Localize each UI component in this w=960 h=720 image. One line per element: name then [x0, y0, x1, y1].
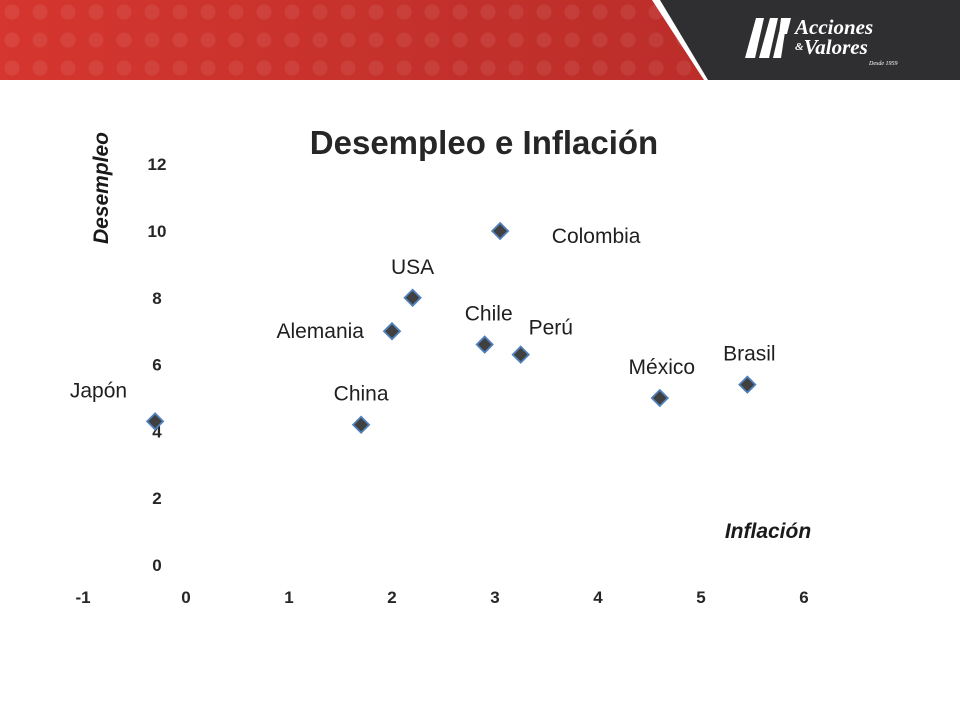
data-point-label: Chile [465, 303, 513, 326]
y-tick-label: 10 [148, 222, 167, 241]
data-point-label: Japón [70, 379, 127, 402]
data-point-label: USA [391, 256, 434, 279]
banner-pattern [0, 0, 720, 80]
data-point-marker [382, 321, 402, 341]
y-tick-label: 8 [152, 289, 161, 308]
chart-title: Desempleo e Inflación [310, 124, 658, 161]
data-point-label: México [629, 356, 696, 379]
y-tick-label: 6 [152, 356, 161, 375]
data-point-marker [475, 335, 494, 354]
x-tick-label: 5 [696, 588, 705, 607]
x-tick-label: 1 [284, 588, 293, 607]
data-point-label: Perú [529, 317, 573, 340]
data-point-label: China [334, 383, 389, 406]
logo-text-line2-word: Valores [803, 35, 868, 59]
y-tick-label: 0 [152, 556, 161, 575]
data-points [145, 221, 757, 434]
company-logo: Acciones &Valores Desde 1959 [745, 14, 915, 70]
y-axis-label: Desempleo [90, 132, 113, 244]
y-tick-label: 12 [148, 155, 167, 174]
data-point-marker [738, 375, 757, 394]
data-point-label: Colombia [552, 225, 641, 248]
data-point-marker [145, 412, 165, 431]
data-point-label: Brasil [723, 343, 776, 366]
header-banner: Acciones &Valores Desde 1959 [0, 0, 960, 80]
logo-text-line2: &Valores [795, 36, 868, 58]
y-tick-label: 4 [152, 422, 162, 441]
y-tick-label: 2 [152, 489, 161, 508]
data-point-marker [490, 221, 510, 241]
logo-text-line1: Acciones [795, 15, 874, 39]
x-tick-labels: -1 0 1 2 3 4 5 6 [75, 588, 808, 607]
logo-tagline: Desde 1959 [869, 61, 898, 67]
data-point-labels: Japón China Alemania USA Chile Perú Colombia Mé… [70, 225, 776, 406]
scatter-chart: Desempleo e Inflación Desempleo Inflació… [70, 124, 811, 607]
data-point-marker [351, 415, 371, 434]
x-tick-label: 4 [593, 588, 603, 607]
x-tick-label: -1 [75, 588, 90, 607]
data-point-marker [511, 345, 531, 364]
x-tick-label: 6 [799, 588, 808, 607]
banner-dark-panel [660, 0, 960, 80]
data-point-marker [403, 288, 422, 308]
logo-ampersand: & [795, 41, 804, 53]
x-axis-label: Inflación [725, 520, 811, 543]
x-tick-label: 2 [387, 588, 396, 607]
x-tick-label: 3 [490, 588, 499, 607]
logo-mark-icon [745, 18, 791, 58]
x-tick-label: 0 [181, 588, 190, 607]
data-point-marker [650, 388, 670, 408]
y-tick-labels: 0 2 4 6 8 10 12 [148, 155, 167, 575]
data-point-label: Alemania [276, 320, 364, 343]
